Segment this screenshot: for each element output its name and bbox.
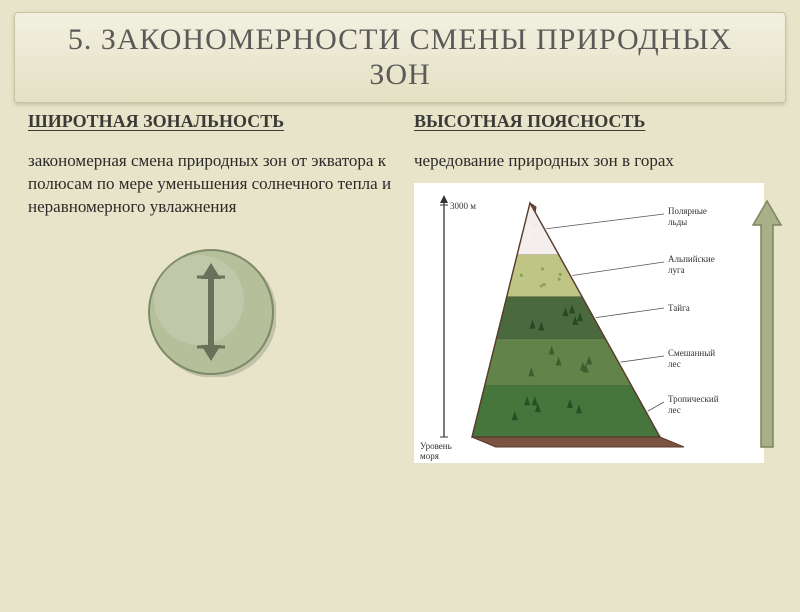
svg-text:Альпийские: Альпийские (668, 254, 715, 264)
left-body: закономерная смена природных зон от эква… (28, 150, 394, 219)
globe-diagram (28, 247, 394, 377)
svg-text:3000 м: 3000 м (450, 201, 476, 211)
right-body: чередование природных зон в горах (414, 150, 780, 173)
slide-title: 5. ЗАКОНОМЕРНОСТИ СМЕНЫ ПРИРОДНЫХ ЗОН (33, 23, 767, 92)
right-column: ВЫСОТНАЯ ПОЯСНОСТЬ чередование природных… (414, 111, 780, 468)
up-arrow-icon (750, 195, 784, 455)
svg-text:Уровень: Уровень (420, 441, 452, 451)
globe-icon (146, 247, 276, 377)
svg-text:Полярные: Полярные (668, 206, 707, 216)
mountain-diagram: 3000 мУровеньморяПолярныельдыАльпийскиел… (414, 183, 764, 463)
right-heading: ВЫСОТНАЯ ПОЯСНОСТЬ (414, 111, 780, 132)
svg-text:луга: луга (668, 265, 685, 275)
left-heading: ШИРОТНАЯ ЗОНАЛЬНОСТЬ (28, 111, 394, 132)
left-column: ШИРОТНАЯ ЗОНАЛЬНОСТЬ закономерная смена … (28, 111, 394, 468)
svg-text:Тайга: Тайга (668, 303, 690, 313)
altitude-arrow (750, 193, 784, 458)
two-column-layout: ШИРОТНАЯ ЗОНАЛЬНОСТЬ закономерная смена … (0, 103, 800, 468)
svg-text:моря: моря (420, 451, 439, 461)
svg-text:лес: лес (668, 405, 681, 415)
svg-text:лес: лес (668, 359, 681, 369)
svg-text:Тропический: Тропический (668, 394, 719, 404)
slide-title-bar: 5. ЗАКОНОМЕРНОСТИ СМЕНЫ ПРИРОДНЫХ ЗОН (14, 12, 786, 103)
mountain-diagram-wrap: 3000 мУровеньморяПолярныельдыАльпийскиел… (414, 183, 780, 468)
svg-text:льды: льды (668, 217, 687, 227)
svg-text:Смешанный: Смешанный (668, 348, 715, 358)
